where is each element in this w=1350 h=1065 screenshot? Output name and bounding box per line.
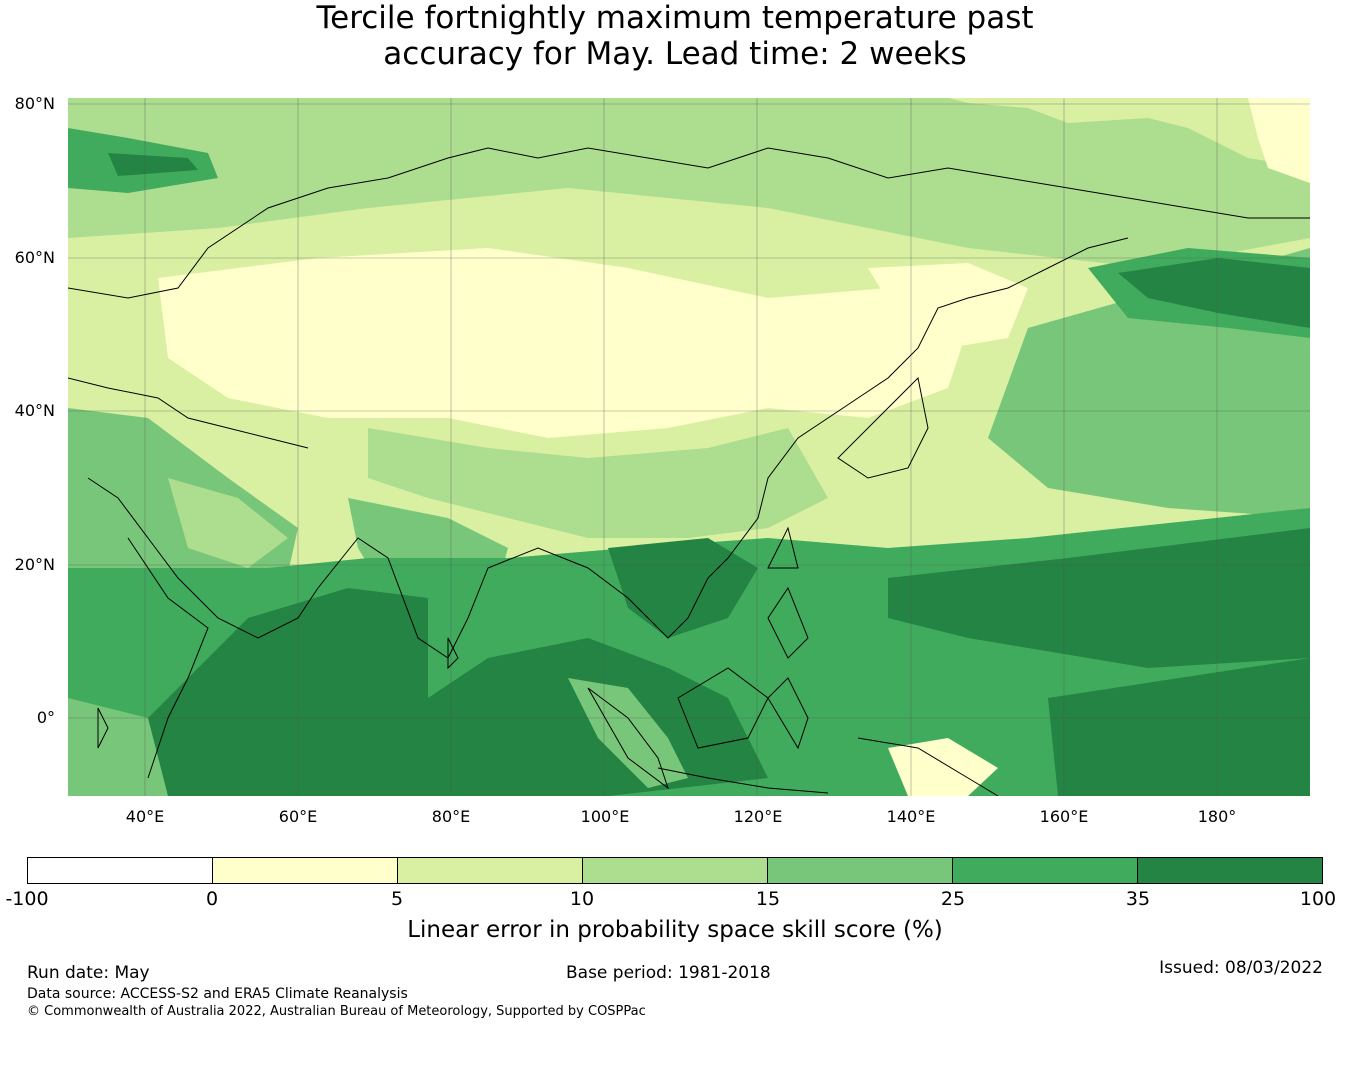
base-period: Base period: 1981-2018 xyxy=(566,963,771,983)
colorbar-tick-100: 100 xyxy=(1299,888,1337,910)
region-east-siberian-sea xyxy=(1248,98,1310,183)
lon-label-180: 180° xyxy=(1197,807,1237,826)
copyright-notice: © Commonwealth of Australia 2022, Austra… xyxy=(27,1004,646,1019)
region-arabia-inner xyxy=(168,478,288,568)
lat-label-20n: 20°N xyxy=(14,555,55,574)
region-bering-core xyxy=(1118,258,1310,328)
colorbar-tick-25: 25 xyxy=(940,888,966,910)
colorbar-tick-15: 15 xyxy=(755,888,781,910)
region-central-asia-low-skill xyxy=(158,248,968,438)
colorbar-segment-4 xyxy=(583,858,768,883)
colorbar-segment-7 xyxy=(1138,858,1322,883)
coastlines xyxy=(68,147,1310,796)
lat-label-80n: 80°N xyxy=(14,94,55,113)
colorbar-segment-3 xyxy=(398,858,583,883)
region-south-china-sea xyxy=(608,538,758,638)
lon-label-40e: 40°E xyxy=(125,807,165,826)
region-east-africa xyxy=(68,698,168,796)
issued-date: Issued: 08/03/2022 xyxy=(1159,958,1323,978)
lon-label-160e: 160°E xyxy=(1039,807,1089,826)
region-north-green xyxy=(68,98,1310,268)
region-barents-core xyxy=(108,153,198,176)
colorbar-segment-6 xyxy=(953,858,1138,883)
data-source: Data source: ACCESS-S2 and ERA5 Climate … xyxy=(27,986,408,1002)
colorbar-segment-2 xyxy=(213,858,398,883)
region-new-guinea xyxy=(888,738,998,796)
title-line-2: accuracy for May. Lead time: 2 weeks xyxy=(383,36,967,72)
lat-label-60n: 60°N xyxy=(14,248,55,267)
colorbar-tick-5: 5 xyxy=(390,888,404,910)
lon-label-60e: 60°E xyxy=(278,807,318,826)
region-arctic-coast xyxy=(68,98,1310,168)
region-west-pacific xyxy=(888,528,1310,668)
colorbar-tick-0: 0 xyxy=(205,888,219,910)
region-china-mixed xyxy=(368,428,828,538)
region-northeast-asia-low-skill xyxy=(868,263,1028,348)
lon-label-120e: 120°E xyxy=(733,807,783,826)
run-date: Run date: May xyxy=(27,963,150,983)
colorbar-segment-5 xyxy=(768,858,953,883)
colorbar xyxy=(27,857,1323,884)
colorbar-tick-35: 35 xyxy=(1125,888,1151,910)
lon-label-140e: 140°E xyxy=(886,807,936,826)
lat-label-0: 0° xyxy=(36,708,55,727)
skill-score-map xyxy=(68,98,1310,796)
title-line-1: Tercile fortnightly maximum temperature … xyxy=(316,0,1034,36)
colorbar-tick-minus100: -100 xyxy=(5,888,49,910)
map-svg xyxy=(68,98,1310,796)
colorbar-segment-1 xyxy=(28,858,213,883)
chart-title: Tercile fortnightly maximum temperature … xyxy=(0,0,1350,72)
colorbar-tick-10: 10 xyxy=(569,888,595,910)
colorbar-label: Linear error in probability space skill … xyxy=(407,917,943,943)
region-equatorial-pacific xyxy=(1048,658,1310,796)
map-gridlines xyxy=(68,98,1310,796)
lat-label-40n: 40°N xyxy=(14,401,55,420)
lon-label-100e: 100°E xyxy=(580,807,630,826)
lon-label-80e: 80°E xyxy=(431,807,471,826)
